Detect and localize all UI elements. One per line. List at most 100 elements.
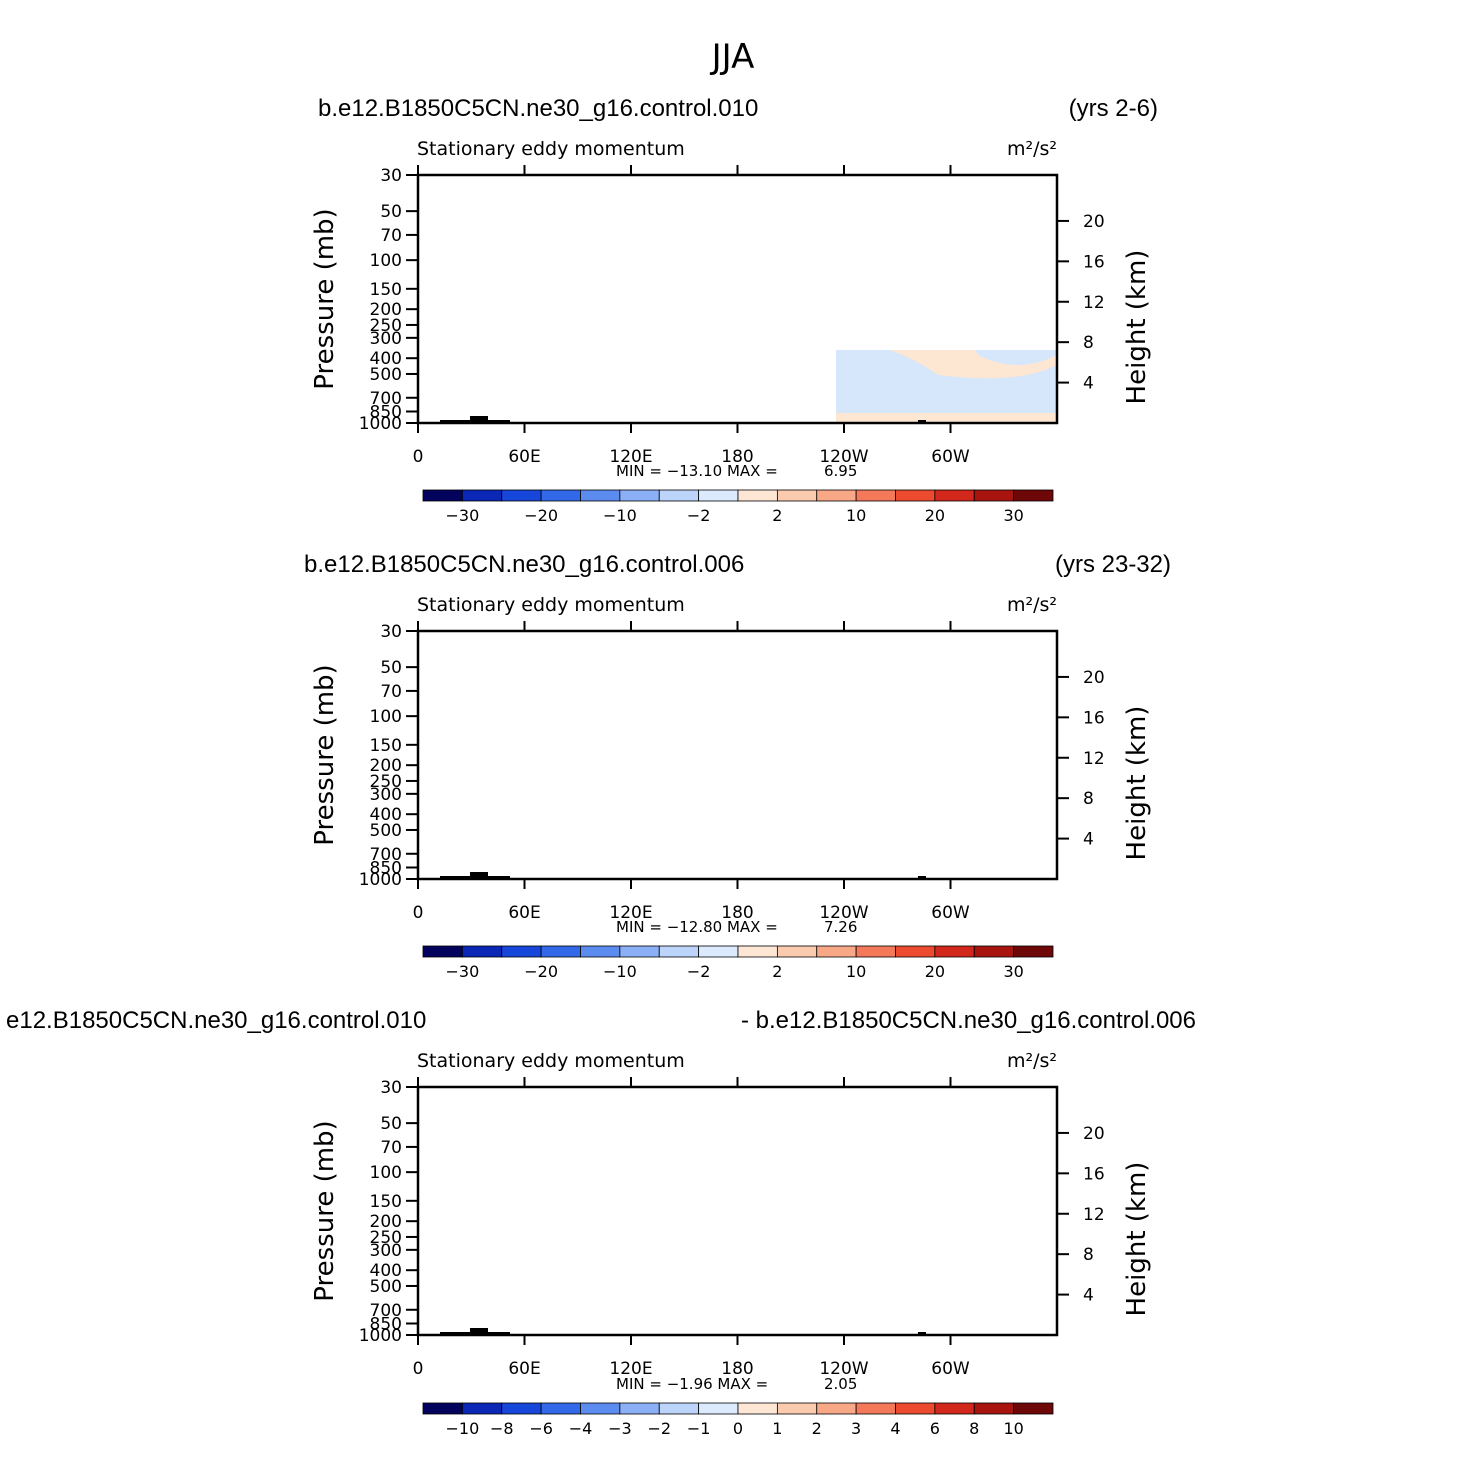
panel-3: e12.B1850C5CN.ne30_g16.control.010 - b.e… [6, 1007, 1196, 1438]
x-tick-label: 120W [819, 447, 868, 467]
y-tick-label: 70 [380, 226, 402, 246]
x-tick-label: 120E [609, 903, 652, 923]
contour-region [418, 1087, 1057, 1335]
figure-title: JJA [710, 37, 755, 77]
y2-tick-label: 4 [1083, 374, 1094, 394]
colorbar-label: 20 [925, 506, 945, 525]
x-tick-label: 120E [609, 447, 652, 467]
y-tick-label: 400 [370, 805, 402, 825]
contour-region [481, 1199, 525, 1235]
colorbar-swatch [501, 945, 542, 958]
min-max-label: MIN = −1.96 MAX = [616, 1375, 768, 1393]
y-tick-label: 150 [370, 736, 402, 756]
y-tick-label: 1000 [359, 1326, 402, 1346]
colorbar-swatch [973, 489, 1015, 502]
colorbar-label: −20 [524, 962, 558, 981]
contour-region [975, 350, 1057, 365]
colorbar-swatch [934, 489, 975, 502]
colorbar-swatch [619, 945, 660, 958]
contour-region [418, 795, 1057, 873]
x-tick-label: 60E [508, 1359, 540, 1379]
panel-right-title: (yrs 23-32) [1055, 551, 1171, 578]
y-tick-label: 200 [370, 756, 402, 776]
x-tick-label: 120W [819, 903, 868, 923]
colorbar-swatch [698, 489, 739, 502]
colorbar-label: 10 [1003, 1419, 1023, 1438]
colorbar-swatch [1013, 489, 1054, 502]
variable-name: Stationary eddy momentum [417, 594, 685, 616]
y-tick-label: 700 [370, 845, 402, 865]
colorbar-label: 8 [969, 1419, 979, 1438]
y-tick-label: 700 [370, 389, 402, 409]
colorbar-label: −2 [687, 506, 711, 525]
x-tick-label: 60E [508, 903, 540, 923]
panel-left-title: b.e12.B1850C5CN.ne30_g16.control.006 [304, 551, 744, 578]
colorbar-label: −10 [445, 1419, 479, 1438]
contour-region [548, 1321, 568, 1333]
colorbar-swatch [855, 1402, 896, 1415]
max-value: 2.05 [824, 1375, 857, 1393]
contour-region [778, 1087, 888, 1167]
colorbar-swatch [540, 945, 581, 958]
y2-tick-label: 4 [1083, 830, 1094, 850]
contour-region [418, 631, 1057, 879]
y-tick-label: 150 [370, 1192, 402, 1212]
y-axis-label: Pressure (mb) [310, 664, 340, 845]
colorbar-swatch [698, 1402, 739, 1415]
x-tick-label: 180 [721, 1359, 753, 1379]
topography [470, 872, 488, 879]
y-tick-label: 1000 [359, 414, 402, 434]
colorbar: −30 −20 −10 −2 2 10 20 30 [422, 489, 1054, 525]
y2-tick-label: 16 [1083, 708, 1105, 728]
colorbar-label: −30 [445, 962, 479, 981]
colorbar-swatch [698, 945, 739, 958]
contour-region [979, 287, 1019, 339]
plot-frame [416, 1085, 1059, 1337]
contour-region [860, 727, 976, 779]
colorbar-swatch [580, 1402, 621, 1415]
colorbar-label: −1 [687, 1419, 711, 1438]
contour-region [418, 195, 528, 367]
colorbar-swatch [737, 1402, 778, 1415]
colorbar-label: −10 [603, 506, 637, 525]
topography [918, 876, 926, 879]
contour-region [502, 1177, 694, 1327]
y-tick-label: 50 [380, 1114, 402, 1134]
y-tick-label: 500 [370, 365, 402, 385]
contour-region [418, 811, 518, 851]
max-value: 7.26 [824, 918, 857, 936]
x-tick-label: 0 [413, 1359, 424, 1379]
topography [470, 1328, 488, 1335]
colorbar-swatch [816, 489, 857, 502]
contour-region [600, 671, 718, 794]
panel-2: b.e12.B1850C5CN.ne30_g16.control.006 (yr… [304, 551, 1171, 981]
contour-region [507, 287, 523, 295]
colorbar-label: 3 [851, 1419, 861, 1438]
units-label: m²/s² [1007, 1050, 1057, 1072]
y2-axis-label: Height (km) [1122, 706, 1152, 861]
y-tick-label: 1000 [359, 870, 402, 890]
y-tick-label: 50 [380, 202, 402, 222]
contour-region [978, 1087, 1057, 1327]
contour-region [418, 691, 618, 791]
colorbar-swatch [1013, 945, 1054, 958]
colorbar-label: 30 [1003, 506, 1023, 525]
contour-region [856, 1195, 999, 1317]
colorbar-swatch [422, 945, 463, 958]
colorbar-label: 30 [1003, 962, 1023, 981]
colorbar-label: −3 [608, 1419, 632, 1438]
variable-name: Stationary eddy momentum [417, 138, 685, 160]
y2-tick-label: 20 [1083, 1124, 1105, 1144]
colorbar-label: 10 [846, 506, 866, 525]
colorbar-swatch [619, 1402, 660, 1415]
contour-region [738, 631, 1057, 731]
contour-fill [418, 1087, 1057, 1335]
colorbar-swatch [816, 1402, 857, 1415]
y-tick-label: 850 [370, 1315, 402, 1335]
contour-region [983, 735, 1019, 787]
plot-frame [416, 629, 1059, 881]
contour-region [926, 1213, 946, 1237]
contour-region [1028, 285, 1044, 329]
